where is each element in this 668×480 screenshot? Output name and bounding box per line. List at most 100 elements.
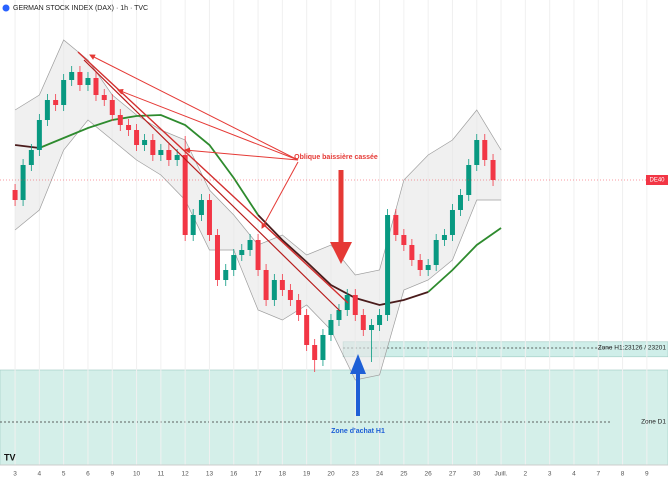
candle-body [12, 190, 18, 200]
candle-body [482, 140, 488, 160]
logo: TV [4, 452, 16, 462]
candle-body [417, 260, 423, 270]
candle-body [312, 345, 318, 360]
x-tick-label: 25 [400, 471, 408, 478]
candle-body [255, 240, 261, 270]
candle-body [190, 215, 196, 235]
candle-body [425, 265, 431, 270]
candle-body [457, 195, 463, 210]
candle-body [28, 150, 34, 165]
candle-body [328, 320, 334, 335]
pointer-line [184, 147, 299, 161]
moving-average [14, 144, 429, 306]
chart-title: GERMAN STOCK INDEX (DAX) · 1h · TVC [13, 5, 148, 12]
x-tick-label: 23 [352, 471, 360, 478]
x-tick-label: 17 [254, 471, 262, 478]
x-tick-label: 5 [62, 471, 66, 478]
candle-body [279, 280, 285, 290]
candle-body [336, 310, 342, 320]
trendline [83, 59, 341, 312]
annotation: Oblique baissière cassée [294, 154, 378, 161]
candle-body [126, 125, 132, 130]
last-price-label: DE40 [649, 178, 665, 184]
candle-body [206, 200, 212, 235]
down-arrow-head [330, 242, 352, 264]
candle-body [53, 100, 59, 105]
candle-body [409, 245, 415, 260]
candle-body [296, 300, 302, 315]
candle-body [69, 72, 75, 80]
candle-body [150, 140, 156, 155]
x-tick-label: 30 [473, 471, 481, 478]
candle-body [352, 295, 358, 315]
x-tick-label: 19 [303, 471, 311, 478]
candle-body [490, 160, 496, 180]
candle-body [36, 120, 42, 150]
x-tick-label: 26 [425, 471, 433, 478]
candle-body [214, 235, 220, 280]
candle-body [93, 78, 99, 95]
candle-body [231, 255, 237, 270]
candle-body [401, 235, 407, 245]
x-tick-label: 11 [157, 471, 164, 478]
candle-body [134, 130, 140, 145]
labels-layer: Zone H1:23126 / 23201 Zone D1 3 4 5 6 9 10 11 12 1… [0, 175, 668, 478]
candle-body [117, 115, 123, 125]
candle-body [44, 100, 50, 120]
candle-body [174, 155, 180, 160]
candle-body [360, 315, 366, 330]
zones-layer [0, 341, 668, 466]
candle-body [20, 165, 26, 200]
candle-body [304, 315, 310, 345]
x-tick-label: 6 [86, 471, 90, 478]
candle-body [101, 95, 107, 100]
candle-body [263, 270, 269, 300]
candle-body [271, 280, 277, 300]
x-tick-label: 3 [13, 471, 17, 478]
candle-body [369, 325, 375, 330]
x-tick-label: 3 [548, 471, 552, 478]
candle-body [85, 78, 91, 85]
zone-label: Zone D1 [641, 419, 666, 426]
candles-layer [12, 66, 496, 372]
candle-body [61, 80, 67, 105]
pointer-line [261, 161, 299, 229]
candle-body [77, 72, 83, 85]
x-tick-label: 9 [645, 471, 649, 478]
candle-body [182, 155, 188, 235]
pointer-line [89, 54, 299, 161]
annotation: Zone d'achat H1 [331, 428, 385, 435]
x-tick-label: 12 [182, 471, 190, 478]
x-tick-label: 4 [38, 471, 42, 478]
pointer-line [117, 89, 299, 161]
zone-label: Zone H1:23126 / 23201 [598, 345, 667, 352]
candle-body [433, 240, 439, 265]
symbol-icon [2, 4, 10, 12]
x-tick-label: 24 [376, 471, 384, 478]
x-tick-label: 16 [230, 471, 238, 478]
candle-body [320, 335, 326, 360]
drawings [77, 51, 366, 416]
candle-body [166, 150, 172, 160]
x-tick-label: 2 [524, 471, 528, 478]
candle-body [247, 240, 253, 250]
trendline [77, 51, 349, 304]
x-tick-label: 13 [206, 471, 214, 478]
x-tick-label: Juill. [495, 471, 508, 478]
last-price-badge [646, 175, 668, 185]
x-tick-label: 10 [133, 471, 141, 478]
x-tick-label: 27 [449, 471, 457, 478]
moving-average [39, 114, 502, 293]
candle-body [385, 215, 391, 315]
x-tick-label: 7 [596, 471, 600, 478]
candle-body [109, 100, 115, 115]
candle-body [377, 315, 383, 325]
zone [0, 369, 668, 466]
x-tick-label: 20 [327, 471, 335, 478]
x-tick-label: 8 [621, 471, 625, 478]
candle-body [441, 235, 447, 240]
candle-body [449, 210, 455, 235]
candle-body [393, 215, 399, 235]
